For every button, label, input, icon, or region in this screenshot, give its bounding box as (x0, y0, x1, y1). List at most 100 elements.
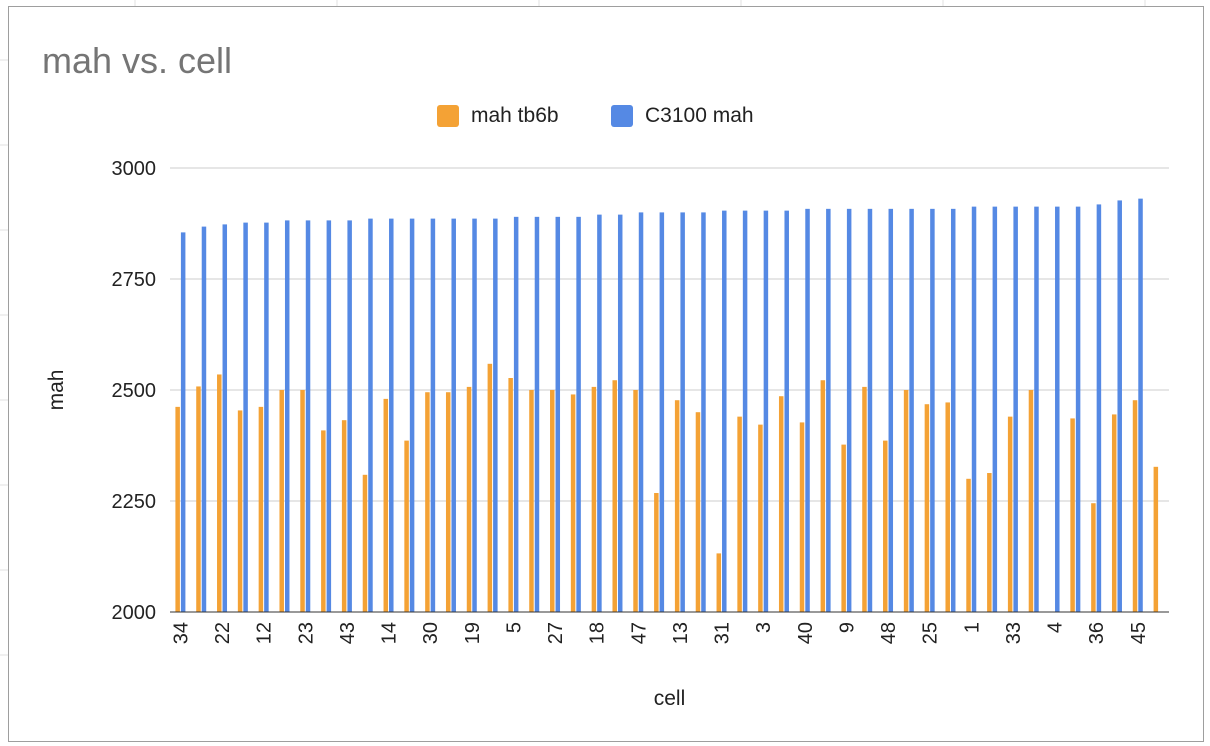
x-tick-label: 22 (212, 622, 234, 644)
bar-series-2[interactable] (888, 208, 894, 612)
bar-series-2[interactable] (576, 216, 581, 612)
bar-series-1[interactable] (258, 406, 264, 612)
chart-frame[interactable] (8, 6, 1204, 742)
bar-series-2[interactable] (805, 208, 810, 612)
bar-series-1[interactable] (778, 396, 784, 612)
bar-series-2[interactable] (742, 210, 748, 612)
bar-series-1[interactable] (425, 392, 430, 612)
bar-series-2[interactable] (597, 214, 602, 612)
bar-series-1[interactable] (529, 390, 534, 612)
bar-series-2[interactable] (326, 220, 332, 612)
bar-series-2[interactable] (180, 232, 186, 612)
bar-series-2[interactable] (222, 224, 228, 612)
bar-series-1[interactable] (341, 420, 347, 612)
bar-series-1[interactable] (716, 553, 722, 612)
bar-series-2[interactable] (555, 216, 561, 612)
bar-series-2[interactable] (971, 206, 977, 613)
bar-series-1[interactable] (903, 390, 909, 612)
bar-series-2[interactable] (846, 208, 852, 612)
bar-series-1[interactable] (1028, 390, 1034, 612)
bar-series-1[interactable] (924, 404, 930, 612)
bar-series-1[interactable] (987, 473, 992, 612)
bar-series-1[interactable] (966, 478, 971, 612)
bar-series-1[interactable] (383, 398, 389, 612)
bar-series-1[interactable] (404, 440, 409, 612)
bar-series-2[interactable] (659, 212, 665, 612)
bar-series-1[interactable] (737, 416, 742, 612)
bar-series-1[interactable] (841, 444, 846, 612)
bar-series-2[interactable] (243, 222, 248, 612)
bar-series-2[interactable] (1075, 206, 1081, 613)
bar-series-1[interactable] (487, 363, 493, 612)
bar-series-2[interactable] (1117, 200, 1122, 613)
bar-series-2[interactable] (701, 212, 706, 612)
bar-series-1[interactable] (612, 380, 617, 612)
bar-series-1[interactable] (799, 422, 805, 612)
bar-series-1[interactable] (1153, 466, 1159, 612)
bar-series-1[interactable] (758, 424, 763, 612)
bar-series-2[interactable] (1013, 206, 1018, 613)
legend-item-series-1[interactable]: mah tb6b (437, 104, 559, 128)
bar-series-2[interactable] (430, 218, 436, 612)
bar-series-1[interactable] (1132, 400, 1138, 612)
bar-series-2[interactable] (784, 210, 789, 612)
bar-series-1[interactable] (445, 392, 451, 612)
bar-series-2[interactable] (305, 220, 311, 612)
bar-series-2[interactable] (826, 208, 831, 612)
bar-series-1[interactable] (591, 386, 597, 612)
bar-series-1[interactable] (362, 474, 368, 612)
bar-series-1[interactable] (654, 493, 659, 612)
bar-series-1[interactable] (321, 430, 326, 612)
bar-series-2[interactable] (1096, 204, 1102, 612)
bar-series-2[interactable] (992, 206, 998, 613)
y-tick-label: 2750 (112, 269, 157, 291)
bar-series-1[interactable] (570, 394, 576, 612)
bar-series-1[interactable] (862, 386, 867, 612)
x-tick-label: 30 (420, 622, 442, 644)
bar-series-1[interactable] (196, 386, 201, 612)
bar-series-1[interactable] (1091, 503, 1096, 612)
legend-item-series-2[interactable]: C3100 mah (611, 104, 754, 128)
bar-series-2[interactable] (680, 212, 685, 612)
bar-series-1[interactable] (550, 390, 555, 612)
bar-series-2[interactable] (409, 218, 415, 612)
bar-series-1[interactable] (217, 374, 222, 612)
bar-series-1[interactable] (279, 390, 284, 612)
bar-series-1[interactable] (1007, 416, 1013, 612)
bar-series-2[interactable] (930, 208, 935, 612)
bar-series-2[interactable] (1034, 206, 1039, 613)
bar-series-1[interactable] (945, 402, 950, 612)
bar-series-1[interactable] (1070, 418, 1075, 612)
bar-series-1[interactable] (820, 380, 826, 612)
bar-series-2[interactable] (493, 218, 498, 612)
bar-series-2[interactable] (1055, 206, 1060, 613)
bar-series-2[interactable] (867, 208, 873, 612)
bar-series-1[interactable] (466, 386, 472, 612)
bar-series-2[interactable] (909, 208, 914, 612)
bar-series-1[interactable] (695, 412, 701, 612)
bar-series-2[interactable] (347, 220, 352, 612)
bar-series-1[interactable] (1111, 414, 1117, 612)
bar-series-1[interactable] (883, 440, 888, 612)
bar-series-1[interactable] (508, 378, 513, 612)
bar-series-2[interactable] (617, 214, 623, 612)
bar-series-2[interactable] (451, 218, 456, 612)
bar-series-2[interactable] (389, 218, 394, 612)
bar-series-1[interactable] (300, 390, 305, 612)
bar-series-2[interactable] (763, 210, 769, 612)
bar-series-2[interactable] (284, 220, 290, 612)
bar-series-2[interactable] (1138, 198, 1143, 613)
bar-series-2[interactable] (264, 222, 269, 612)
bar-series-2[interactable] (472, 218, 477, 612)
bar-series-2[interactable] (722, 210, 727, 612)
bar-series-2[interactable] (201, 226, 207, 612)
bar-series-1[interactable] (674, 400, 680, 612)
bar-series-1[interactable] (633, 390, 638, 612)
bar-series-1[interactable] (237, 410, 243, 612)
bar-series-2[interactable] (368, 218, 373, 612)
bar-series-2[interactable] (950, 208, 956, 612)
bar-series-2[interactable] (638, 212, 644, 612)
bar-series-1[interactable] (175, 406, 180, 612)
bar-series-2[interactable] (534, 216, 540, 612)
bar-series-2[interactable] (513, 216, 519, 612)
